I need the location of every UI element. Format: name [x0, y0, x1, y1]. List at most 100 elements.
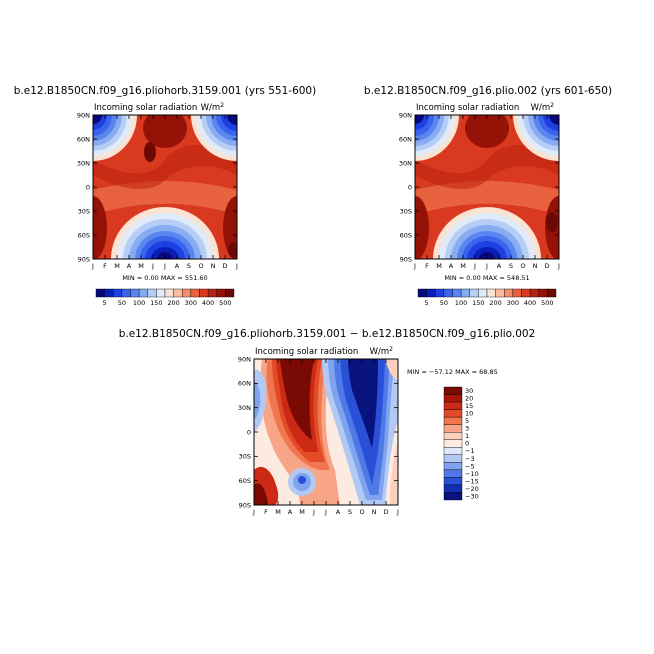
colorbar-label: 500 — [219, 299, 231, 307]
x-tick-label: F — [103, 262, 107, 270]
colorbar-swatch — [443, 288, 453, 298]
min-max-readout: MIN = −57.12 MAX = 68.85 — [407, 368, 498, 376]
colorbar-label: 10 — [465, 410, 473, 418]
min-max-readout: MIN = 0.00 MAX = 548.51 — [444, 274, 529, 282]
colorbar-label: 400 — [524, 299, 536, 307]
x-tick-label: M — [275, 508, 281, 516]
x-tick-label: N — [372, 508, 377, 516]
y-tick-label: 30N — [238, 404, 251, 412]
x-tick-label: D — [222, 262, 227, 270]
field-peak — [143, 115, 187, 148]
colorbar-swatch — [147, 288, 157, 298]
colorbar-swatch — [443, 386, 463, 395]
colorbar-label: −30 — [465, 492, 479, 500]
y-tick-label: 60S — [78, 231, 90, 239]
heatmap-field — [93, 115, 237, 259]
colorbar-swatch — [443, 477, 463, 486]
x-tick-label: M — [436, 262, 442, 270]
colorbar-label: −10 — [465, 470, 479, 478]
x-tick-label: J — [473, 262, 476, 270]
colorbar-swatch — [460, 288, 470, 298]
colorbar-swatch — [504, 288, 514, 298]
subtitle-left: Incoming solar radiation — [94, 103, 197, 113]
colorbar-label: 300 — [507, 299, 519, 307]
y-tick-label: 60S — [400, 231, 412, 239]
colorbar-swatch — [486, 288, 496, 298]
colorbar-swatch — [225, 288, 235, 298]
y-tick-label: 30S — [239, 453, 251, 461]
colorbar-swatch — [443, 439, 463, 448]
colorbar-swatch — [435, 288, 445, 298]
y-tick-label: 90S — [78, 255, 90, 263]
x-tick-label: M — [138, 262, 144, 270]
field-contour — [298, 476, 306, 484]
colorbar-swatch — [443, 462, 463, 471]
colorbar-label: −5 — [465, 462, 475, 470]
y-tick-label: 0 — [408, 183, 412, 191]
colorbar-swatch — [443, 469, 463, 478]
colorbar-swatch — [512, 288, 522, 298]
y-tick-label: 30S — [400, 207, 412, 215]
x-tick-label: S — [187, 262, 191, 270]
field-peak — [546, 212, 558, 232]
colorbar-swatch — [443, 432, 463, 440]
field-contour — [227, 115, 237, 125]
colorbar-swatch — [207, 288, 217, 298]
colorbar-label: 400 — [202, 299, 214, 307]
colorbar-swatch — [113, 288, 123, 298]
units-text: W/m — [370, 347, 390, 357]
y-tick-label: 90S — [239, 501, 251, 509]
colorbar-swatch — [173, 288, 183, 298]
colorbar-swatch — [130, 288, 140, 298]
field-peak — [144, 142, 156, 162]
colorbar-swatch — [538, 288, 548, 298]
x-tick-label: J — [312, 508, 315, 516]
y-tick-label: 90N — [238, 355, 251, 363]
min-max-readout: MIN = 0.00 MAX = 551.60 — [122, 274, 207, 282]
colorbar-label: 5 — [465, 417, 469, 425]
colorbar-swatch — [452, 288, 462, 298]
field-band — [93, 145, 237, 190]
colorbar-swatch — [478, 288, 488, 298]
x-tick-label: J — [91, 262, 94, 270]
colorbar-label: −1 — [465, 447, 475, 455]
colorbar-swatch — [138, 288, 148, 298]
y-tick-label: 90N — [77, 111, 90, 119]
field-contour — [549, 115, 559, 125]
colorbar-swatch — [547, 288, 557, 298]
x-tick-label: J — [252, 508, 255, 516]
y-tick-label: 90N — [399, 111, 412, 119]
units-superscript: 2 — [550, 102, 554, 109]
heatmap-field — [254, 359, 398, 505]
units-label: W/m2 — [201, 102, 225, 113]
colorbar-swatch — [469, 288, 479, 298]
colorbar-swatch — [495, 288, 505, 298]
x-tick-label: S — [509, 262, 513, 270]
y-tick-label: 30N — [399, 159, 412, 167]
field-contour — [348, 359, 378, 448]
units-superscript: 2 — [389, 346, 393, 353]
field-peak — [93, 196, 107, 259]
colorbar-swatch — [443, 447, 463, 455]
colorbar-label: 100 — [455, 299, 467, 307]
y-tick-label: 60S — [239, 477, 251, 485]
x-tick-label: A — [175, 262, 180, 270]
colorbar-label: 50 — [118, 299, 126, 307]
colorbar-swatch — [443, 409, 463, 418]
colorbar-swatch — [182, 288, 192, 298]
units-text: W/m — [531, 103, 551, 113]
colorbar-swatch — [417, 288, 427, 298]
x-tick-label: S — [348, 508, 352, 516]
x-tick-label: D — [383, 508, 388, 516]
colorbar-swatch — [521, 288, 531, 298]
y-tick-label: 60N — [77, 135, 90, 143]
colorbar-label: 30 — [465, 387, 473, 395]
panel-title: b.e12.B1850CN.f09_g16.pliohorb.3159.001 … — [119, 328, 536, 340]
colorbar-label: 150 — [150, 299, 162, 307]
subtitle-left: Incoming solar radiation — [416, 103, 519, 113]
field-contour — [280, 359, 314, 440]
x-tick-label: J — [396, 508, 399, 516]
panel-title: b.e12.B1850CN.f09_g16.plio.002 (yrs 601-… — [364, 85, 612, 97]
x-tick-label: J — [163, 262, 166, 270]
y-tick-label: 30N — [77, 159, 90, 167]
